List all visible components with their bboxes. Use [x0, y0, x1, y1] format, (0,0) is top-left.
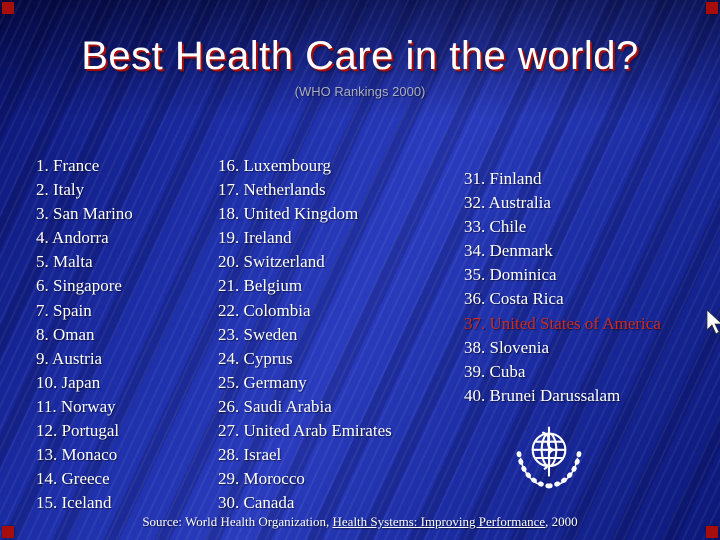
footer-book-title: Health Systems: Improving Performance — [332, 514, 546, 529]
ranking-item: 4. Andorra — [36, 228, 109, 248]
ranking-item: 27. United Arab Emirates — [218, 421, 392, 441]
corner-decoration — [706, 526, 718, 538]
ranking-item: 32. Australia — [464, 193, 551, 213]
slide-subtitle: (WHO Rankings 2000) — [294, 84, 426, 99]
slide-title: Best Health Care in the world? — [81, 34, 639, 78]
ranking-item: 28. Israel — [218, 445, 282, 465]
ranking-item: 17. Netherlands — [218, 180, 326, 200]
ranking-item: 18. United Kingdom — [218, 204, 359, 224]
ranking-item: 39. Cuba — [464, 361, 526, 381]
ranking-item: 30. Canada — [218, 493, 295, 513]
source-footer: Source: World Health Organization, Healt… — [0, 514, 720, 530]
ranking-item: 26. Saudi Arabia — [218, 396, 332, 416]
ranking-item: 36. Costa Rica — [464, 289, 564, 309]
ranking-item: 25. Germany — [218, 372, 307, 392]
ranking-item-highlighted: 37. United States of America — [464, 313, 661, 333]
ranking-item: 14. Greece — [36, 469, 110, 489]
ranking-item: 12. Portugal — [36, 421, 120, 441]
ranking-item: 31. Finland — [464, 169, 542, 188]
ranking-item: 15. Iceland — [36, 493, 112, 513]
ranking-item: 8. Oman — [36, 324, 95, 344]
ranking-item: 20. Switzerland — [218, 252, 325, 272]
ranking-item: 9. Austria — [36, 348, 103, 368]
ranking-item: 24. Cyprus — [218, 348, 293, 368]
ranking-item: 5. Malta — [36, 252, 93, 272]
ranking-item: 13. Monaco — [36, 445, 118, 465]
ranking-item: 6. Singapore — [36, 276, 122, 296]
corner-decoration — [706, 2, 718, 14]
corner-decoration — [2, 2, 14, 14]
who-logo-icon — [516, 426, 582, 489]
ranking-item: 7. Spain — [36, 300, 92, 320]
ranking-item: 21. Belgium — [218, 276, 303, 296]
ranking-item: 33. Chile — [464, 217, 527, 237]
ranking-item: 23. Sweden — [218, 324, 298, 344]
ranking-column-2: 16. Luxembourg 17. Netherlands 18. United … — [218, 154, 392, 515]
ranking-item: 10. Japan — [36, 372, 101, 392]
ranking-item: 40. Brunei Darussalam — [464, 385, 621, 405]
ranking-item: 34. Denmark — [464, 241, 553, 261]
ranking-item: 35. Dominica — [464, 265, 557, 285]
ranking-item: 16. Luxembourg — [218, 156, 332, 175]
ranking-item: 19. Ireland — [218, 228, 292, 248]
ranking-item: 3. San Marino — [36, 204, 133, 224]
ranking-column-3: 31. Finland 32. Australia 33. Chile 34. Den… — [464, 167, 661, 408]
corner-decoration — [2, 526, 14, 538]
mouse-cursor — [706, 310, 720, 335]
ranking-item: 38. Slovenia — [464, 337, 549, 357]
footer-prefix: Source: World Health Organization, — [142, 514, 333, 529]
ranking-item: 22. Colombia — [218, 300, 311, 320]
footer-suffix: , 2000 — [545, 514, 578, 529]
ranking-item: 2. Italy — [36, 180, 85, 200]
ranking-item: 11. Norway — [36, 396, 116, 416]
ranking-item: 1. France — [36, 156, 100, 175]
ranking-item: 29. Morocco — [218, 469, 305, 489]
ranking-column-1: 1. France 2. Italy 3. San Marino 4. Andorra… — [36, 154, 133, 515]
